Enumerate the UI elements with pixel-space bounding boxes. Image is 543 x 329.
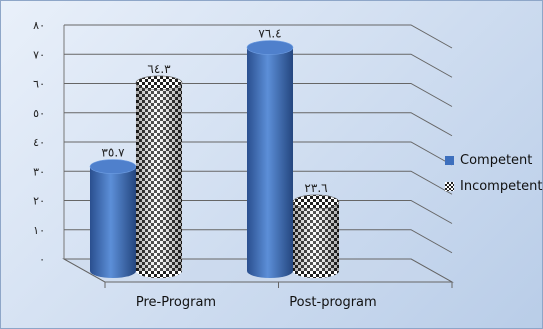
data-label: ٣٥.٧ — [101, 146, 125, 160]
bar-competent-1 — [246, 40, 294, 278]
bar-top — [246, 40, 294, 55]
y-tick-label: ٤٠ — [33, 136, 45, 149]
legend: Competent Incompetent — [445, 147, 543, 199]
bar-shade — [136, 82, 182, 271]
gridline — [64, 24, 453, 49]
y-tick-label: ٣٠ — [33, 165, 45, 178]
bar-top — [89, 159, 137, 174]
bar-shade — [293, 201, 339, 271]
legend-item-incompetent: Incompetent — [445, 173, 543, 199]
data-label: ٢٣.٦ — [304, 181, 327, 195]
bar-body — [247, 47, 293, 271]
bar-top — [292, 194, 340, 210]
data-label: ٧٦.٤ — [258, 27, 281, 41]
bar-top — [135, 75, 183, 91]
bar-base — [247, 264, 293, 278]
y-tick-label: ٧٠ — [33, 48, 45, 61]
bar-base — [90, 264, 136, 278]
y-tick-label: ١٠ — [33, 224, 45, 237]
gridline — [64, 53, 453, 78]
legend-swatch-competent — [445, 155, 454, 165]
y-tick-label: ٢٠ — [33, 195, 45, 208]
bar-incompetent-1 — [292, 194, 340, 278]
x-category-label: Post-program — [289, 295, 376, 310]
bar-incompetent-0 — [135, 75, 183, 278]
y-tick-label: ٦٠ — [33, 78, 45, 91]
bar-competent-0 — [89, 159, 137, 278]
y-tick-label: ٠ — [39, 253, 45, 266]
y-tick-label: ٨٠ — [33, 19, 45, 32]
legend-label-competent: Competent — [460, 152, 533, 168]
bar-body — [90, 166, 136, 271]
x-category-label: Pre-Program — [136, 295, 216, 310]
floor-edge — [63, 258, 106, 283]
legend-label-incompetent: Incompetent — [460, 178, 543, 194]
legend-swatch-incompetent — [445, 181, 454, 191]
y-tick-label: ٥٠ — [33, 107, 45, 120]
legend-item-competent: Competent — [445, 147, 543, 173]
data-label: ٦٤.٣ — [147, 62, 171, 76]
